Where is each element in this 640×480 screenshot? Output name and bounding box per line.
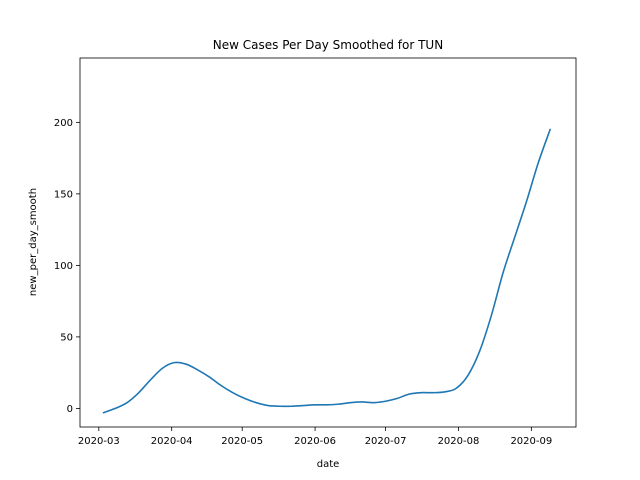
- plot-frame: [79, 57, 577, 428]
- y-tick-label: 200: [54, 118, 73, 129]
- series-line: [102, 128, 551, 414]
- x-tick-label: 2020-07: [365, 436, 407, 447]
- x-tick-label: 2020-09: [510, 436, 552, 447]
- y-axis-label: new_per_day_smooth: [28, 188, 39, 296]
- chart-title: New Cases Per Day Smoothed for TUN: [213, 38, 443, 52]
- x-tick-label: 2020-08: [438, 436, 480, 447]
- series-layer: [102, 128, 551, 414]
- y-tick-label: 150: [54, 189, 73, 200]
- y-tick-label: 0: [67, 404, 73, 415]
- x-tick-label: 2020-04: [151, 436, 193, 447]
- y-axis: 0 50 100 150 200: [54, 118, 80, 415]
- x-tick-label: 2020-06: [294, 436, 336, 447]
- x-axis: 2020-03 2020-04 2020-05 2020-06 2020-07 2020-…: [78, 427, 552, 447]
- x-axis-label: date: [317, 459, 340, 470]
- y-tick-label: 50: [60, 332, 73, 343]
- x-tick-label: 2020-03: [78, 436, 120, 447]
- y-tick-label: 100: [54, 261, 73, 272]
- x-tick-label: 2020-05: [221, 436, 263, 447]
